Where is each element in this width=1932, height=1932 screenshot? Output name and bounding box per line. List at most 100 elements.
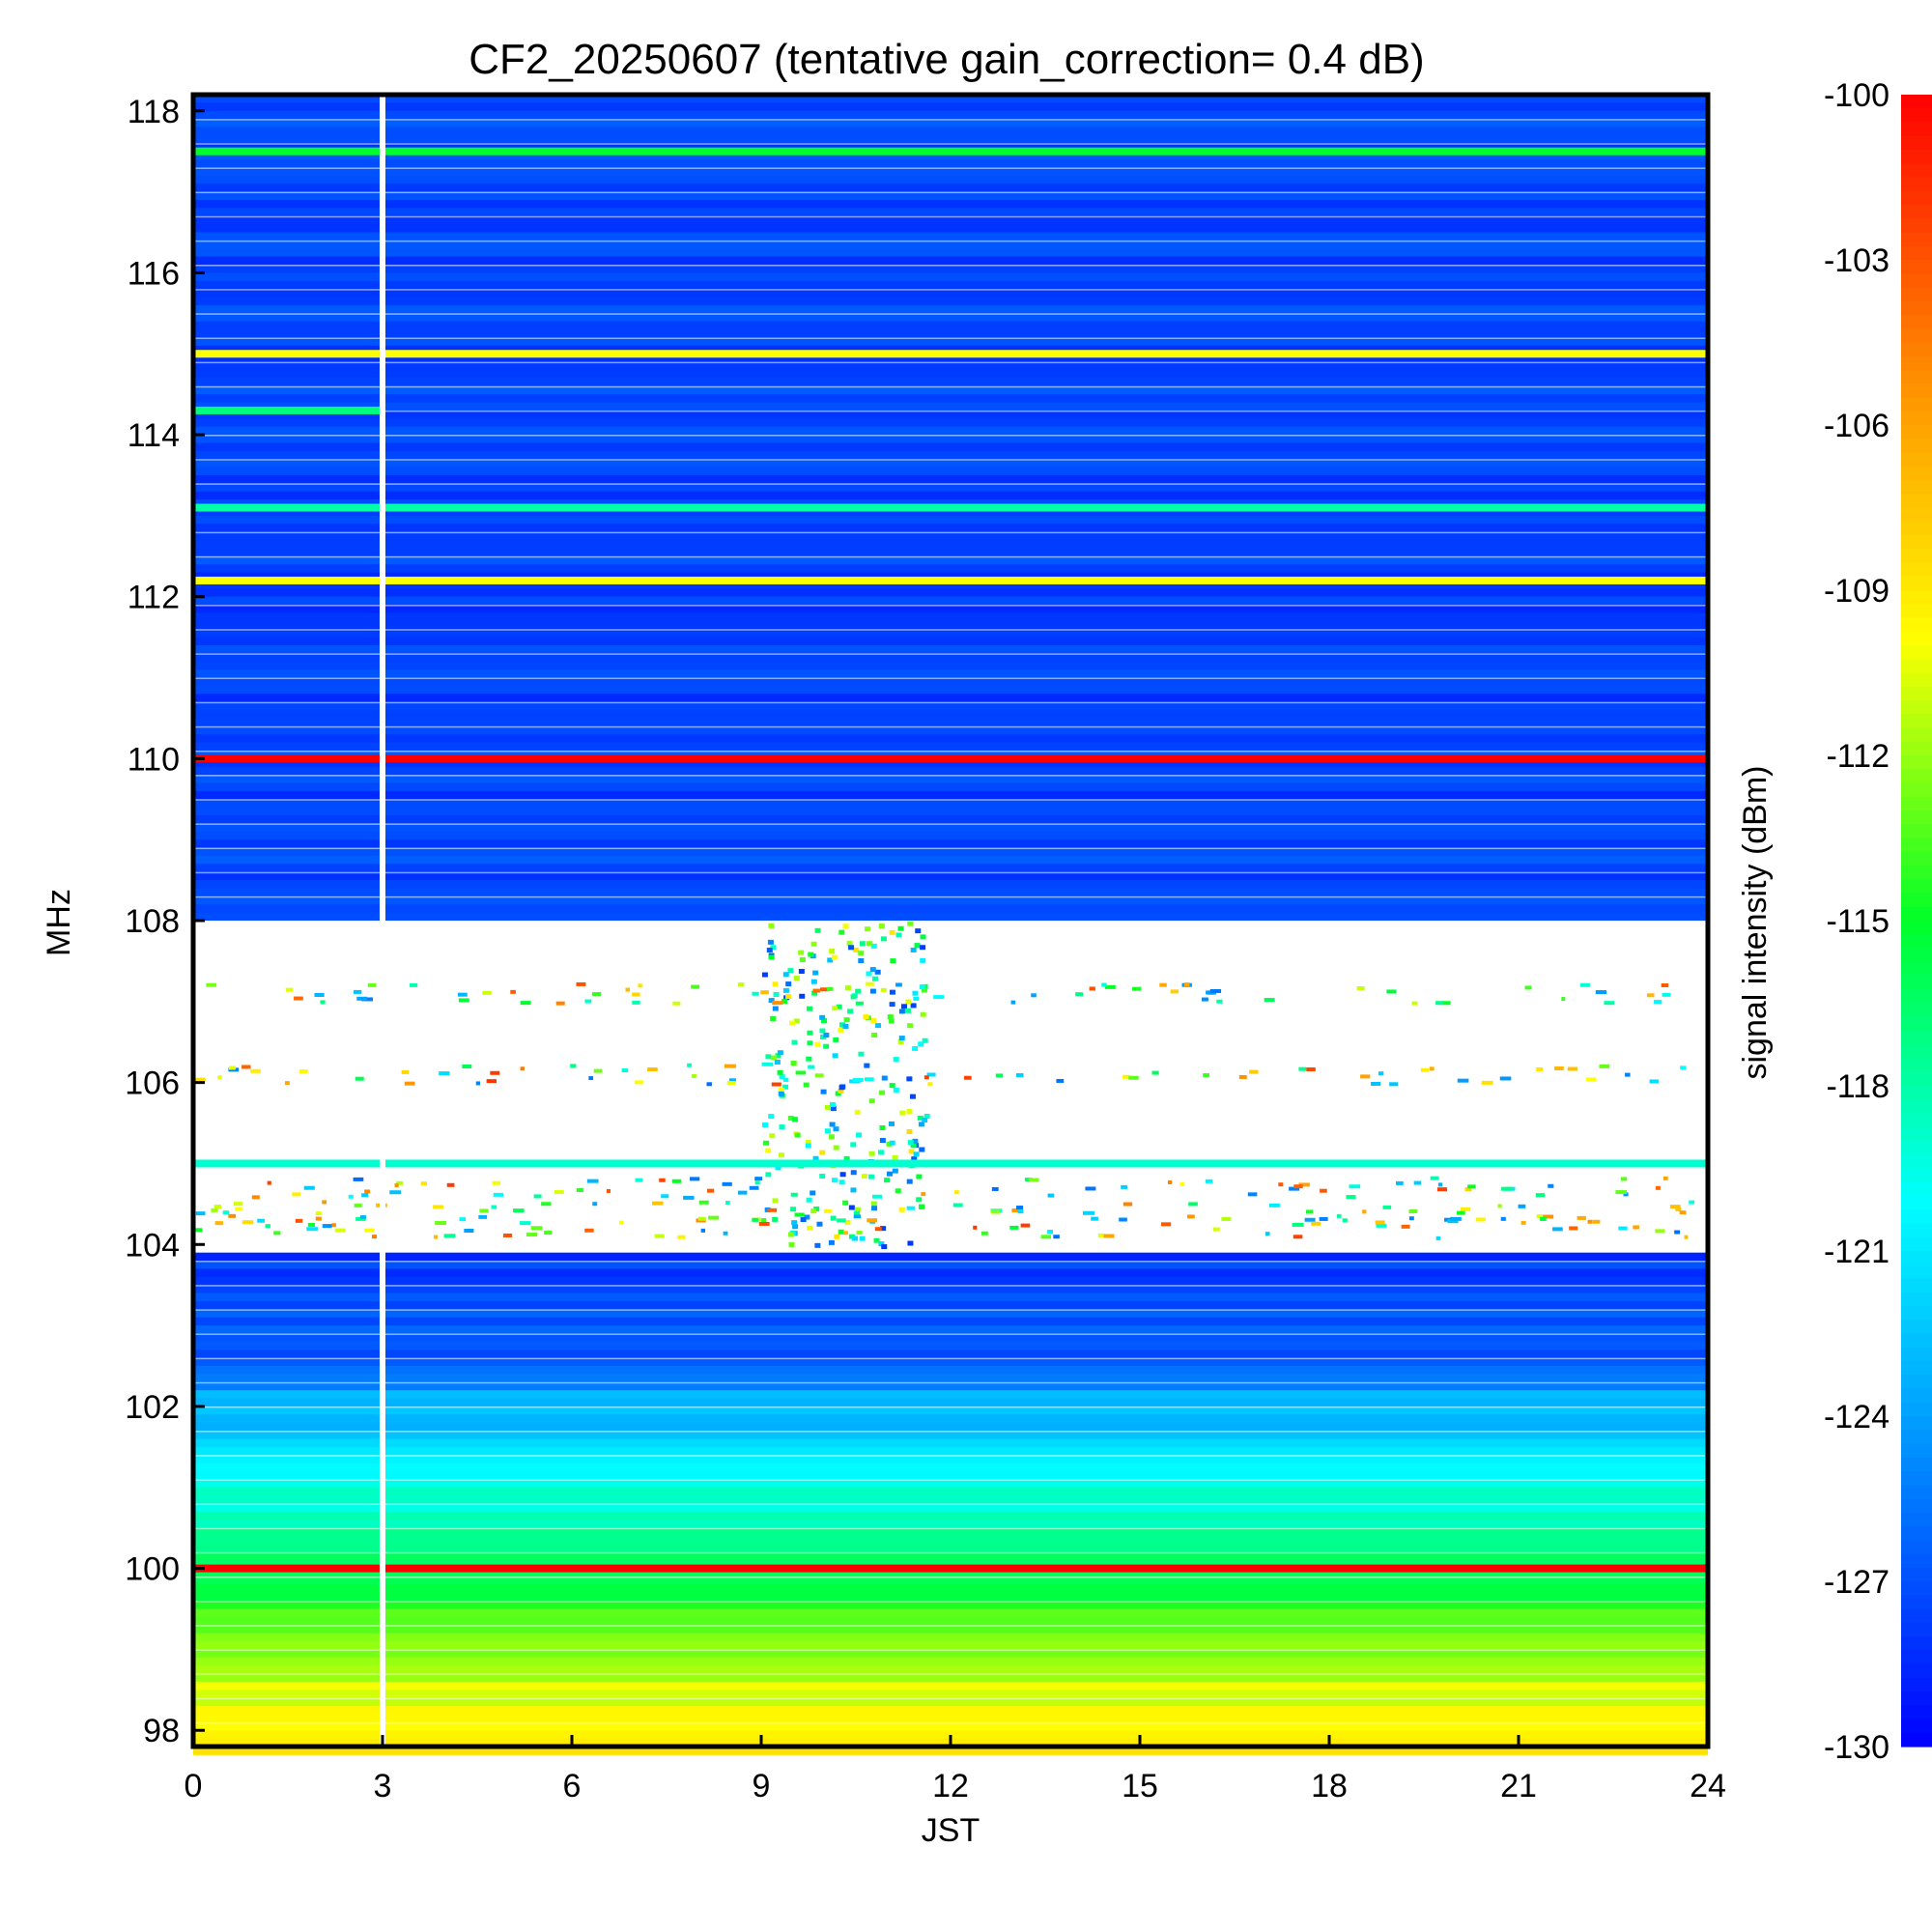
heatmap-row <box>193 531 1708 541</box>
heatmap-cell <box>923 1113 930 1119</box>
heatmap-cell <box>820 1089 827 1094</box>
colorbar-segment <box>1901 1608 1932 1624</box>
heatmap-cell <box>787 968 794 974</box>
heatmap-cell <box>825 1104 832 1110</box>
colorbar-segment <box>1901 122 1932 137</box>
heatmap-cell <box>315 1211 322 1216</box>
heatmap-cell <box>1151 1070 1159 1075</box>
heatmap-row <box>193 1520 1708 1529</box>
heatmap-cell <box>1020 1223 1031 1228</box>
heatmap-cell <box>356 996 367 1001</box>
signal-line <box>193 350 1708 358</box>
heatmap-row <box>193 1366 1708 1375</box>
colorbar-tick-label: -103 <box>1824 242 1889 279</box>
heatmap-cell <box>878 923 885 929</box>
heatmap-row <box>193 1293 1708 1302</box>
heatmap-cell <box>787 1232 794 1237</box>
heatmap-row <box>193 110 1708 120</box>
heatmap-row <box>193 151 1708 160</box>
heatmap-cell <box>790 1207 797 1212</box>
y-axis-title: MHz <box>41 889 77 956</box>
x-tick-label: 6 <box>563 1768 582 1804</box>
heatmap-cell <box>576 981 586 986</box>
colorbar-tick-label: -112 <box>1826 738 1889 775</box>
colorbar-segment <box>1901 1485 1932 1500</box>
heatmap-cell <box>854 1109 861 1115</box>
heatmap-row <box>193 669 1708 679</box>
heatmap-row <box>193 378 1708 387</box>
heatmap-cell <box>541 1202 552 1207</box>
heatmap-cell <box>1615 1190 1627 1195</box>
heatmap-cell <box>856 1231 863 1236</box>
heatmap-cell <box>1009 1225 1019 1230</box>
heatmap-cell <box>881 1244 888 1250</box>
heatmap-cell <box>1238 1074 1247 1079</box>
heatmap-row <box>193 612 1708 622</box>
heatmap-cell <box>1689 1200 1694 1205</box>
heatmap-row <box>193 175 1708 185</box>
heatmap-cell <box>923 1075 929 1080</box>
heatmap-cell <box>850 1142 857 1148</box>
heatmap-cell <box>638 983 642 988</box>
heatmap-row <box>193 127 1708 136</box>
heatmap-row <box>193 191 1708 201</box>
colorbar-segment <box>1901 714 1932 729</box>
heatmap-gap-line <box>193 361 1708 364</box>
heatmap-cell <box>1085 1186 1096 1191</box>
heatmap-cell <box>906 1128 913 1134</box>
heatmap-cell <box>1047 1193 1055 1198</box>
colorbar-segment <box>1901 1471 1932 1486</box>
heatmap-cell <box>829 1101 836 1107</box>
colorbar-segment <box>1901 631 1932 646</box>
heatmap-cell <box>1097 1233 1104 1237</box>
heatmap-cell <box>868 1098 875 1104</box>
heatmap-cell <box>306 1227 318 1232</box>
heatmap-cell <box>782 987 789 993</box>
signal-line <box>193 503 1708 512</box>
heatmap-cell <box>870 1018 877 1024</box>
heatmap-cell <box>858 951 865 956</box>
heatmap-masked-row <box>193 1034 1708 1043</box>
heatmap-row <box>193 605 1708 613</box>
heatmap-row <box>193 394 1708 404</box>
heatmap-row <box>193 766 1708 776</box>
signal-line <box>193 406 383 414</box>
heatmap-cell <box>819 1173 826 1179</box>
heatmap-cell <box>570 1064 577 1068</box>
heatmap-cell <box>1408 1216 1414 1221</box>
heatmap-cell <box>1159 982 1167 987</box>
colorbar-axis: -100 -103 -106 -109 -112 -115 -118 -121 -124 -127… <box>1824 77 1889 1766</box>
heatmap-masked-row <box>193 1106 1708 1116</box>
heatmap-gap-line <box>193 1673 1708 1676</box>
heatmap-cell <box>906 1108 913 1114</box>
heatmap-masked-row <box>193 1187 1708 1197</box>
heatmap-cell <box>844 985 851 991</box>
heatmap-cell <box>898 1036 905 1041</box>
colorbar-segment <box>1901 1016 1932 1032</box>
heatmap-cell <box>769 1133 776 1139</box>
heatmap-cell <box>771 1055 778 1061</box>
colorbar-segment <box>1901 1168 1932 1183</box>
heatmap-cell <box>884 1178 891 1183</box>
heatmap-cell <box>798 969 805 975</box>
heatmap-cell <box>206 982 217 987</box>
heatmap-masked-row <box>193 1115 1708 1124</box>
heatmap-row <box>193 799 1708 809</box>
heatmap-cell <box>880 987 887 992</box>
heatmap-masked-row <box>193 1179 1708 1189</box>
heatmap-cell <box>554 1190 564 1195</box>
heatmap-masked-row <box>193 1050 1708 1059</box>
heatmap-row <box>193 1276 1708 1286</box>
heatmap-masked-row <box>193 1098 1708 1108</box>
heatmap-row <box>193 1527 1708 1537</box>
heatmap-cell <box>443 1234 456 1238</box>
heatmap-row <box>193 1641 1708 1650</box>
heatmap-cell <box>493 1192 504 1197</box>
colorbar-segment <box>1901 549 1932 564</box>
colorbar-segment <box>1901 1526 1932 1541</box>
heatmap-cell <box>1540 1216 1547 1221</box>
heatmap-cell <box>1121 1184 1127 1189</box>
heatmap-cell <box>906 1206 915 1210</box>
heatmap-masked-row <box>193 1196 1708 1205</box>
